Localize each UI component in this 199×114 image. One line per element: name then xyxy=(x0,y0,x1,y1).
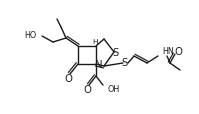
Text: O: O xyxy=(83,84,91,94)
Text: H: H xyxy=(92,38,98,44)
Text: N: N xyxy=(95,60,103,69)
Text: O: O xyxy=(64,74,72,84)
Text: HO: HO xyxy=(24,31,36,40)
Text: S: S xyxy=(122,57,128,67)
Text: OH: OH xyxy=(108,85,120,94)
Text: S: S xyxy=(112,48,119,57)
Text: HN: HN xyxy=(162,47,174,56)
Text: O: O xyxy=(174,47,182,57)
